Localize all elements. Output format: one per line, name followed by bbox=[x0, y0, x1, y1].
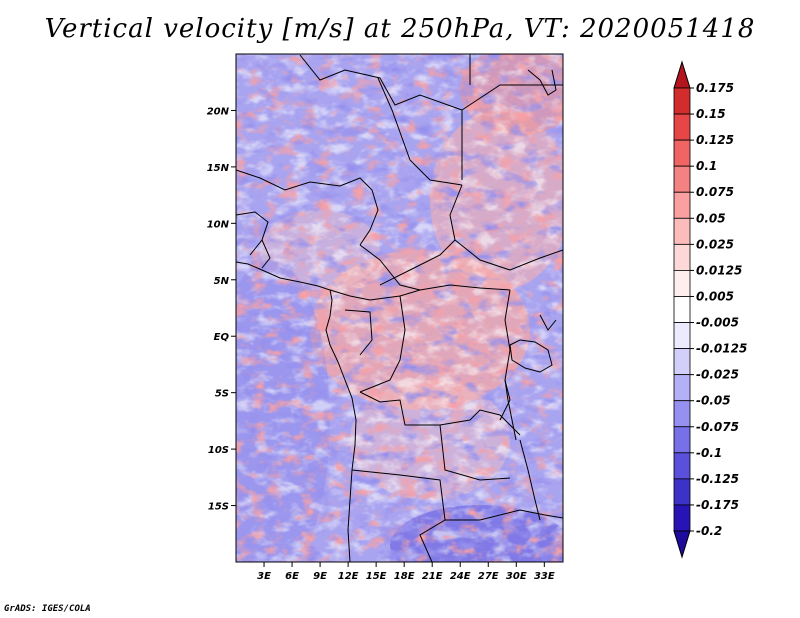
colorbar-label: 0.05 bbox=[696, 211, 726, 225]
colorbar-swatch bbox=[673, 504, 691, 532]
colorbar-swatch bbox=[673, 452, 691, 480]
lon-tick-label: 27E bbox=[478, 571, 499, 582]
lon-tick-label: 33E bbox=[534, 571, 555, 582]
colorbar-swatch bbox=[673, 243, 691, 271]
colorbar-swatch bbox=[673, 400, 691, 428]
colorbar-label: -0.125 bbox=[696, 472, 739, 486]
lon-tick-label: 18E bbox=[394, 571, 415, 582]
lon-tick-label: 3E bbox=[257, 571, 271, 582]
colorbar: 0.175 0.15 0.125 0.1 0.075 0.05 0.025 0.0125 0.0… bbox=[673, 60, 747, 559]
colorbar-bottom-arrow bbox=[673, 530, 691, 559]
colorbar-swatch bbox=[673, 87, 691, 115]
lat-tick-label: 5N bbox=[214, 276, 230, 287]
latitude-axis: 20N 15N 10N 5N EQ 5S 10S 15S bbox=[207, 106, 236, 513]
colorbar-swatch bbox=[673, 426, 691, 454]
colorbar-swatch bbox=[673, 139, 691, 167]
lat-tick-label: 5S bbox=[215, 389, 229, 400]
lat-tick-label: 10N bbox=[207, 219, 230, 230]
colorbar-swatch bbox=[673, 165, 691, 193]
chart-title: Vertical velocity [m/s] at 250hPa, VT: 2… bbox=[44, 14, 756, 44]
colorbar-label: -0.075 bbox=[696, 420, 739, 434]
colorbar-label: -0.005 bbox=[696, 316, 739, 330]
longitude-axis: 3E 6E 9E 12E 15E 18E 21E 24E 27E 30E 33E bbox=[257, 562, 555, 582]
lon-tick-label: 24E bbox=[450, 571, 471, 582]
colorbar-label: 0.005 bbox=[696, 289, 734, 303]
colorbar-label: 0.125 bbox=[696, 133, 734, 147]
velocity-field bbox=[236, 54, 563, 562]
colorbar-label: 0.0125 bbox=[696, 263, 742, 277]
lat-tick-label: 15N bbox=[207, 163, 230, 174]
colorbar-label: 0.1 bbox=[696, 159, 717, 173]
colorbar-swatch bbox=[673, 296, 691, 323]
lat-tick-label: 10S bbox=[208, 445, 229, 456]
colorbar-label: 0.075 bbox=[696, 185, 734, 199]
colorbar-label: 0.025 bbox=[696, 237, 734, 251]
colorbar-label: -0.025 bbox=[696, 368, 739, 382]
colorbar-swatch bbox=[673, 113, 691, 141]
lon-tick-label: 15E bbox=[366, 571, 387, 582]
lat-tick-label: EQ bbox=[214, 332, 230, 343]
map-frame bbox=[235, 53, 564, 563]
colorbar-swatch bbox=[673, 478, 691, 506]
colorbar-label: -0.05 bbox=[696, 394, 731, 408]
colorbar-label: -0.0125 bbox=[696, 342, 747, 356]
colorbar-swatch bbox=[673, 348, 691, 376]
coastlines-borders bbox=[236, 54, 563, 562]
lon-tick-label: 21E bbox=[422, 571, 443, 582]
lon-tick-label: 12E bbox=[338, 571, 359, 582]
lon-tick-label: 6E bbox=[285, 571, 299, 582]
colorbar-label: -0.175 bbox=[696, 498, 739, 512]
colorbar-label: 0.175 bbox=[696, 81, 734, 95]
credit-text: GrADS: IGES/COLA bbox=[4, 604, 91, 614]
lat-tick-label: 15S bbox=[208, 502, 229, 513]
lon-tick-label: 9E bbox=[313, 571, 327, 582]
colorbar-swatch bbox=[673, 374, 691, 402]
colorbar-label: -0.2 bbox=[696, 524, 722, 538]
lon-tick-label: 30E bbox=[506, 571, 527, 582]
colorbar-label: -0.1 bbox=[696, 446, 722, 460]
colorbar-swatch bbox=[673, 270, 691, 297]
colorbar-swatch bbox=[673, 322, 691, 349]
colorbar-swatch bbox=[673, 217, 691, 245]
lat-tick-label: 20N bbox=[207, 106, 230, 117]
colorbar-top-arrow bbox=[673, 60, 691, 89]
colorbar-label: 0.15 bbox=[696, 107, 726, 121]
colorbar-swatch bbox=[673, 191, 691, 219]
